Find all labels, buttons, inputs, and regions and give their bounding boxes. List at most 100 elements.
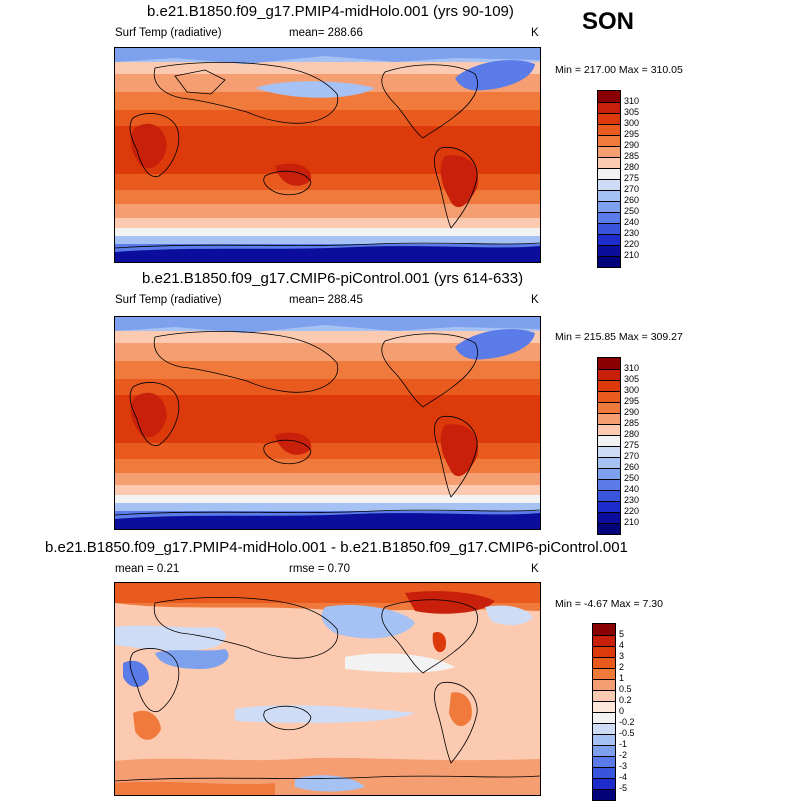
colorbar-swatch [598,435,620,446]
colorbar-swatch [598,179,620,190]
colorbar-tick-label: 295 [624,396,640,406]
colorbar-tick-label: 5 [619,629,625,639]
colorbar-swatch [593,778,615,789]
colorbar-tick-label: 285 [624,151,640,161]
colorbar-tick-label: -0.2 [619,717,635,727]
panel2-colorbar [597,357,621,535]
colorbar-tick-label: 260 [624,195,640,205]
panel3-colorbar [592,623,616,801]
colorbar-swatch [598,157,620,168]
colorbar-tick-label: 230 [624,228,640,238]
colorbar-swatch [598,223,620,234]
colorbar-swatch [593,635,615,646]
panel1-temperature-map [114,47,541,263]
panel3-units: K [531,563,539,575]
colorbar-tick-label: 250 [624,206,640,216]
panel2-variable-label: Surf Temp (radiative) [115,294,222,306]
colorbar-tick-label: 240 [624,484,640,494]
colorbar-tick-label: 305 [624,374,640,384]
colorbar-swatch [593,679,615,690]
colorbar-tick-label: -3 [619,761,628,771]
colorbar-tick-label: -4 [619,772,628,782]
colorbar-tick-label: 3 [619,651,625,661]
colorbar-tick-label: 300 [624,385,640,395]
colorbar-tick-label: 275 [624,440,640,450]
panel2-mean-label: mean= 288.45 [289,294,363,306]
panel1-colorbar [597,90,621,268]
colorbar-tick-label: 1 [619,673,625,683]
colorbar-swatch [593,734,615,745]
colorbar-swatch [593,690,615,701]
colorbar-tick-label: 210 [624,517,640,527]
colorbar-tick-label: 310 [624,96,640,106]
colorbar-tick-label: 2 [619,662,625,672]
colorbar-swatch [593,756,615,767]
panel2-title: b.e21.B1850.f09_g17.CMIP6-piControl.001 … [142,270,524,287]
colorbar-tick-label: -2 [619,750,628,760]
panel3-mean-label: mean = 0.21 [115,563,180,575]
colorbar-swatch [598,135,620,146]
colorbar-swatch [598,413,620,424]
colorbar-swatch [598,168,620,179]
panel1-units: K [531,27,539,39]
colorbar-swatch [598,245,620,256]
colorbar-tick-label: 270 [624,451,640,461]
colorbar-tick-label: 240 [624,217,640,227]
colorbar-swatch [598,402,620,413]
colorbar-tick-label: 0.2 [619,695,632,705]
colorbar-swatch [593,789,615,800]
colorbar-tick-label: 220 [624,239,640,249]
colorbar-swatch [593,701,615,712]
panel2-temperature-map [114,316,541,530]
colorbar-swatch [598,256,620,267]
colorbar-tick-label: 290 [624,407,640,417]
colorbar-swatch [598,113,620,124]
colorbar-tick-label: 0.5 [619,684,632,694]
panel3-minmax: Min = -4.67 Max = 7.30 [555,598,663,610]
colorbar-swatch [598,146,620,157]
colorbar-tick-label: 210 [624,250,640,260]
colorbar-tick-label: 0 [619,706,625,716]
colorbar-swatch [598,369,620,380]
panel1-minmax: Min = 217.00 Max = 310.05 [555,64,683,76]
colorbar-tick-label: 230 [624,495,640,505]
panel2-minmax: Min = 215.85 Max = 309.27 [555,331,683,343]
colorbar-tick-label: 250 [624,473,640,483]
colorbar-swatch [598,479,620,490]
panel3-difference-map [114,582,541,796]
colorbar-tick-label: 300 [624,118,640,128]
colorbar-swatch [598,512,620,523]
panel1-variable-label: Surf Temp (radiative) [115,27,222,39]
colorbar-tick-label: 270 [624,184,640,194]
colorbar-swatch [598,380,620,391]
colorbar-tick-label: 295 [624,129,640,139]
colorbar-swatch [593,646,615,657]
colorbar-tick-label: 275 [624,173,640,183]
colorbar-swatch [593,624,615,635]
colorbar-tick-label: 280 [624,429,640,439]
colorbar-swatch [598,490,620,501]
colorbar-swatch [598,91,620,102]
colorbar-swatch [593,712,615,723]
colorbar-swatch [593,668,615,679]
colorbar-tick-label: -1 [619,739,628,749]
colorbar-swatch [593,745,615,756]
colorbar-swatch [598,468,620,479]
colorbar-swatch [598,234,620,245]
colorbar-swatch [598,201,620,212]
colorbar-swatch [598,358,620,369]
colorbar-swatch [598,424,620,435]
panel1-title: b.e21.B1850.f09_g17.PMIP4-midHolo.001 (y… [147,3,514,20]
colorbar-swatch [598,391,620,402]
colorbar-tick-label: -0.5 [619,728,635,738]
panel3-title: b.e21.B1850.f09_g17.PMIP4-midHolo.001 - … [45,539,628,556]
colorbar-swatch [593,657,615,668]
colorbar-tick-label: 285 [624,418,640,428]
colorbar-swatch [598,124,620,135]
colorbar-tick-label: 4 [619,640,625,650]
colorbar-swatch [598,190,620,201]
colorbar-swatch [598,212,620,223]
colorbar-swatch [598,501,620,512]
season-label: SON [582,8,635,35]
colorbar-tick-label: 310 [624,363,640,373]
